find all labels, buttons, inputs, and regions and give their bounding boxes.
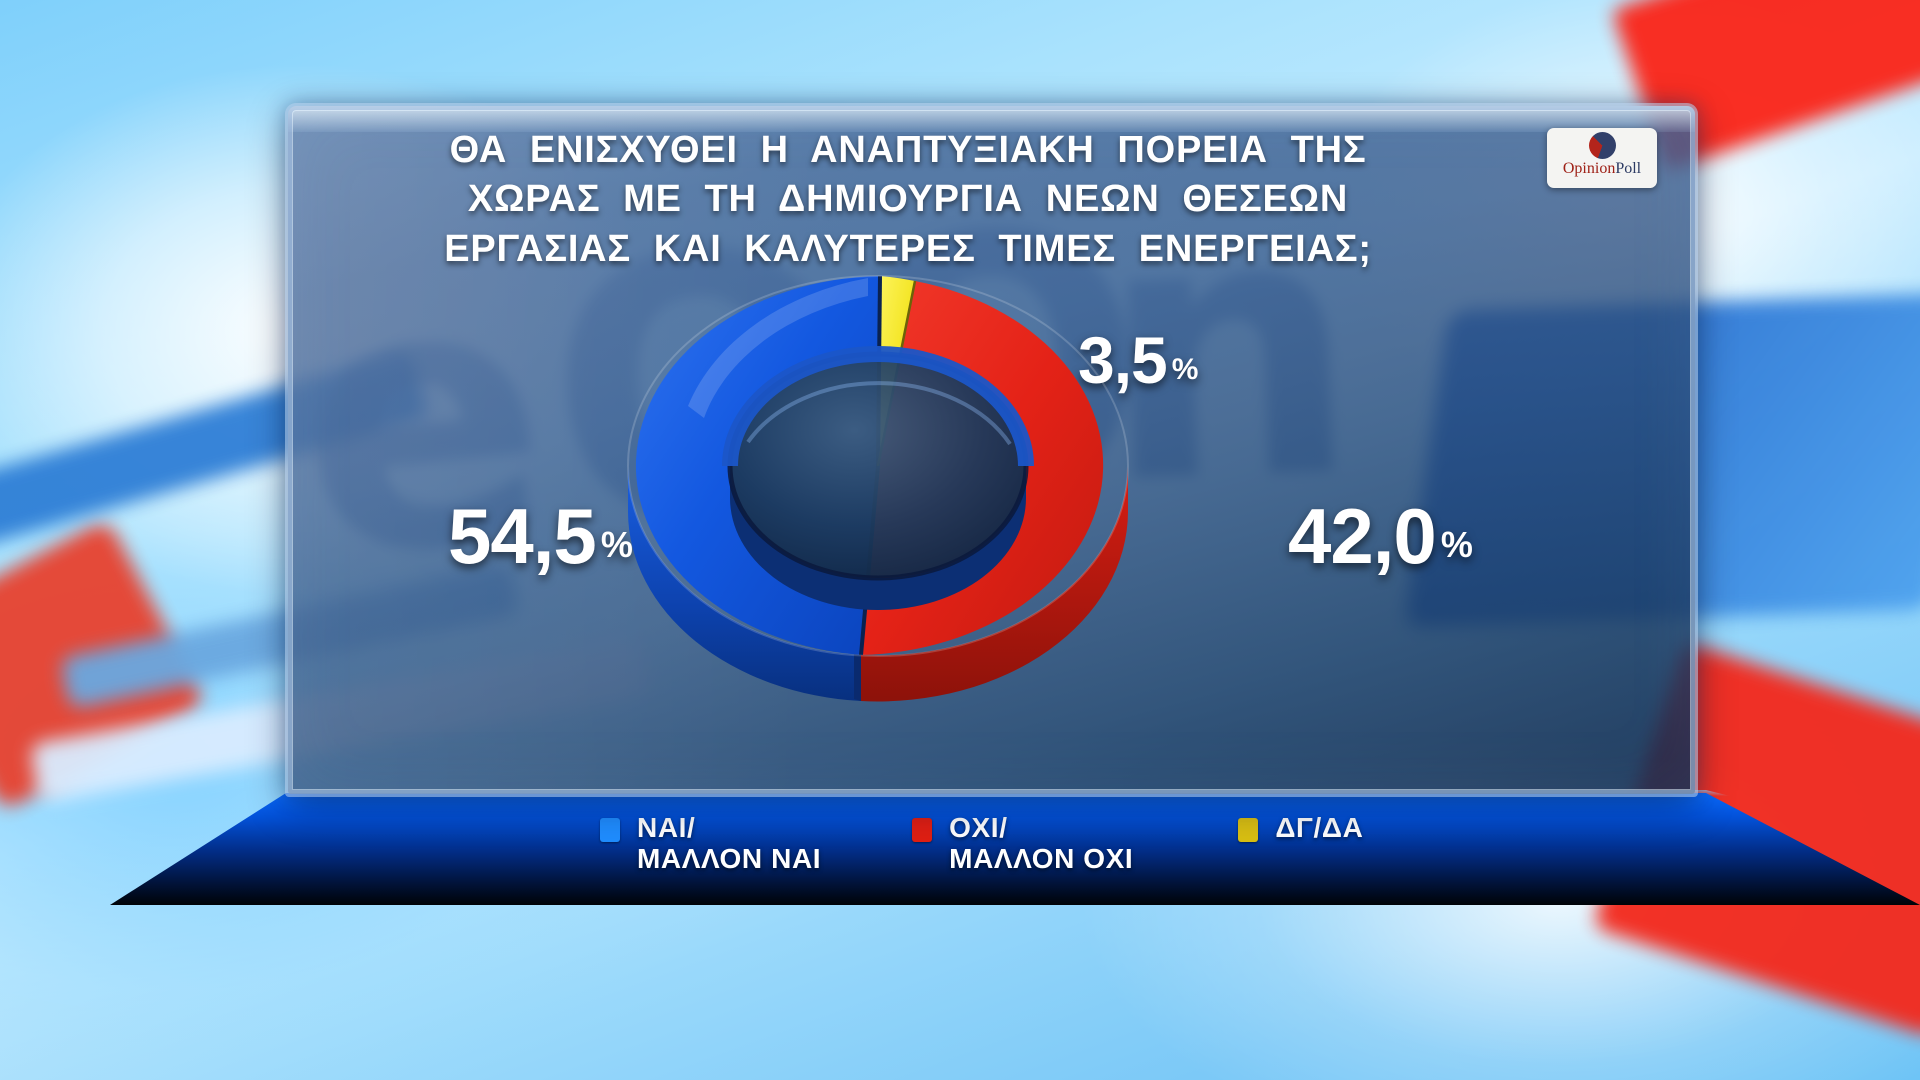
donut-cut-face-yes [854, 653, 861, 701]
value-label-yes-number: 54,5 [448, 492, 597, 580]
opinionpoll-logo: OpinionPoll [1547, 128, 1657, 188]
title-line-3: ΕΡΓΑΣΙΑΣ ΚΑΙ ΚΑΛΥΤΕΡΕΣ ΤΙΜΕΣ ΕΝΕΡΓΕΙΑΣ; [444, 227, 1372, 270]
donut-side-no [861, 466, 1128, 702]
legend-label-dk: ΔΓ/ΔΑ [1275, 812, 1364, 843]
logo-word-opinion: Opinion [1562, 160, 1616, 177]
value-label-no-number: 42,0 [1288, 492, 1437, 580]
donut-chart [618, 266, 1138, 702]
legend-item-no[interactable]: ΟΧΙ/ ΜΑΛΛΟΝ ΟΧΙ [912, 812, 1133, 875]
donut-chart-svg [627, 275, 1129, 702]
value-label-dk: 3,5% [1078, 322, 1198, 398]
page-title: ΘΑ ΕΝΙΣΧΥΘΕΙ Η ΑΝΑΠΤΥΞΙΑΚΗ ΠΟΡΕΙΑ ΤΗΣ ΧΩ… [348, 126, 1468, 274]
legend-swatch-no-icon [912, 818, 933, 842]
chart-panel: ΘΑ ΕΝΙΣΧΥΘΕΙ Η ΑΝΑΠΤΥΞΙΑΚΗ ΠΟΡΕΙΑ ΤΗΣ ΧΩ… [288, 106, 1695, 794]
donut-inner-wall-highlight [746, 381, 1012, 446]
donut-specular-highlight [688, 278, 868, 418]
legend-item-yes[interactable]: ΝΑΙ/ ΜΑΛΛΟΝ ΝΑΙ [600, 812, 821, 875]
value-label-dk-number: 3,5 [1078, 323, 1168, 397]
value-label-yes: 54,5% [448, 491, 633, 582]
legend-label-no: ΟΧΙ/ ΜΑΛΛΟΝ ΟΧΙ [949, 812, 1134, 875]
value-label-yes-percent: % [600, 524, 633, 565]
value-label-no-percent: % [1440, 524, 1473, 565]
donut-inner-wall-lit [722, 346, 1034, 467]
platform-base [110, 793, 1920, 905]
title-line-2: ΧΩΡΑΣ ΜΕ ΤΗ ΔΗΜΙΟΥΡΓΙΑ ΝΕΩΝ ΘΕΣΕΩΝ [467, 178, 1349, 221]
donut-outer-rim [627, 275, 1129, 657]
panel-gloss [288, 106, 1695, 132]
logo-wordmark: OpinionPoll [1563, 161, 1641, 177]
donut-hole [722, 346, 1034, 610]
donut-side-yes [628, 466, 861, 701]
legend-swatch-dk-icon [1238, 818, 1259, 842]
value-label-dk-percent: % [1171, 353, 1199, 386]
value-label-no: 42,0% [1288, 491, 1473, 582]
legend-item-dk[interactable]: ΔΓ/ΔΑ [1238, 812, 1363, 843]
logo-word-poll: Poll [1615, 160, 1642, 177]
donut-hole-wall [730, 466, 1026, 610]
legend-label-yes: ΝΑΙ/ ΜΑΛΛΟΝ ΝΑΙ [637, 812, 822, 875]
title-line-1: ΘΑ ΕΝΙΣΧΥΘΕΙ Η ΑΝΑΠΤΥΞΙΑΚΗ ΠΟΡΕΙΑ ΤΗΣ [449, 129, 1367, 171]
donut-hole-floor [730, 354, 1026, 578]
legend-swatch-yes-icon [600, 818, 620, 842]
chart-legend: ΝΑΙ/ ΜΑΛΛΟΝ ΝΑΙ ΟΧΙ/ ΜΑΛΛΟΝ ΟΧΙ ΔΓ/ΔΑ [0, 793, 1920, 905]
pie-circle-icon [1588, 132, 1616, 159]
